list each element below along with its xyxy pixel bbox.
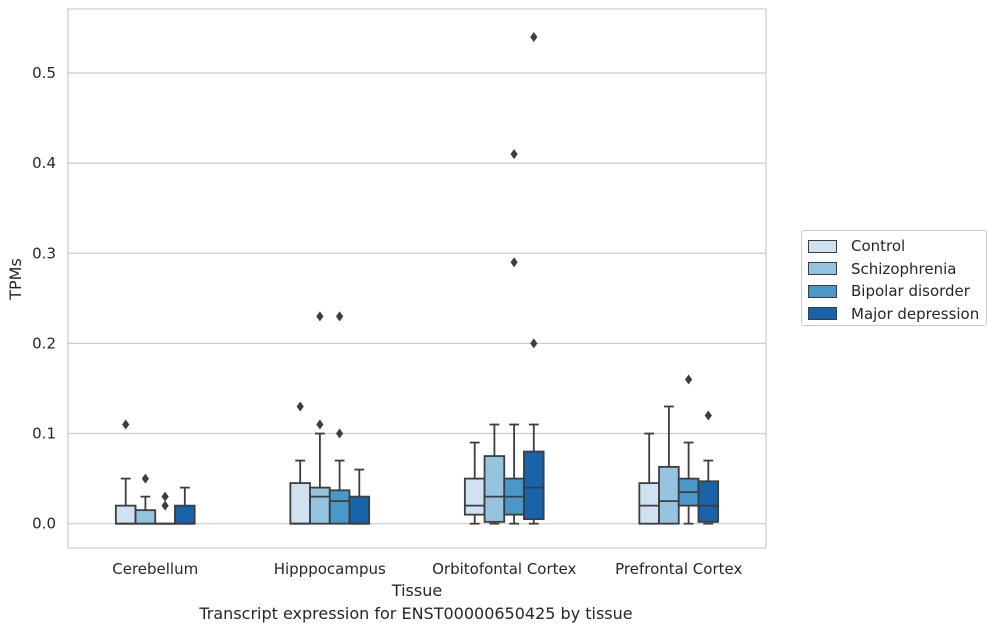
box-schizophrenia (309, 311, 331, 525)
outlier-point (336, 428, 344, 439)
box (483, 455, 506, 523)
outlier-point (161, 491, 169, 502)
legend-swatch (808, 307, 837, 321)
outlier-point (316, 311, 324, 322)
box (348, 495, 371, 525)
box (289, 482, 311, 525)
legend-label: Control (851, 237, 906, 256)
box-schizophrenia (134, 473, 157, 525)
x-tick-label: Orbitofontal Cortex (432, 560, 576, 578)
legend-swatch (808, 284, 837, 298)
box-series (114, 31, 720, 525)
y-tick-label: 0.1 (32, 425, 56, 443)
box-major-depression (174, 486, 196, 525)
box (658, 465, 680, 525)
legend-item: Control (808, 235, 986, 258)
chart-caption: Transcript expression for ENST0000065042… (199, 604, 633, 623)
legend-item: Bipolar disorder (808, 280, 986, 303)
box-control (289, 401, 311, 525)
box (174, 504, 196, 525)
box (638, 482, 660, 525)
legend: Control Schizophrenia Bipolar disorder Majo… (801, 230, 987, 326)
outlier-point (510, 257, 518, 268)
box-major-depression (697, 410, 720, 525)
legend-item: Major depression (808, 303, 986, 326)
outlier-point (336, 311, 344, 322)
box (328, 489, 351, 525)
box (309, 486, 331, 525)
outlier-point (296, 401, 304, 412)
x-tick-labels: Cerebellum Hipppocampus Orbitofontal Corte… (112, 560, 742, 578)
outlier-point (530, 31, 538, 42)
outlier-point (530, 338, 538, 349)
legend-label: Schizophrenia (851, 259, 957, 278)
y-tick-labels: 0.0 0.1 0.2 0.3 0.4 0.5 (32, 64, 56, 533)
box-major-depression (523, 31, 545, 525)
y-tick-label: 0.2 (32, 334, 56, 352)
box (523, 450, 545, 521)
box (134, 509, 157, 525)
x-tick-label: Cerebellum (112, 560, 198, 578)
box (114, 504, 137, 525)
x-tick-label: Prefrontal Cortex (615, 560, 742, 578)
legend-item: Schizophrenia (808, 258, 986, 281)
box-schizophrenia (658, 405, 680, 525)
legend-label: Major depression (851, 304, 980, 323)
x-tick-label: Hipppocampus (274, 560, 386, 578)
y-axis-label: TPMs (6, 258, 25, 301)
outlier-point (685, 374, 693, 385)
box-major-depression (348, 468, 371, 525)
legend-swatch (808, 262, 837, 276)
y-tick-label: 0.3 (32, 244, 56, 262)
box-bipolar-disorder (154, 491, 176, 525)
y-tick-label: 0.0 (32, 515, 56, 533)
outlier-point (122, 419, 130, 430)
outlier-point (316, 419, 324, 430)
outlier-point (704, 410, 712, 421)
legend-swatch (808, 239, 837, 253)
box-bipolar-disorder (677, 374, 700, 525)
x-axis-label: Tissue (391, 581, 442, 600)
outlier-point (161, 500, 169, 511)
outlier-point (141, 473, 149, 484)
legend-label: Bipolar disorder (851, 282, 970, 301)
box (463, 477, 486, 516)
y-tick-label: 0.5 (32, 64, 56, 82)
box (697, 480, 720, 523)
outlier-point (510, 149, 518, 160)
y-tick-label: 0.4 (32, 154, 56, 172)
